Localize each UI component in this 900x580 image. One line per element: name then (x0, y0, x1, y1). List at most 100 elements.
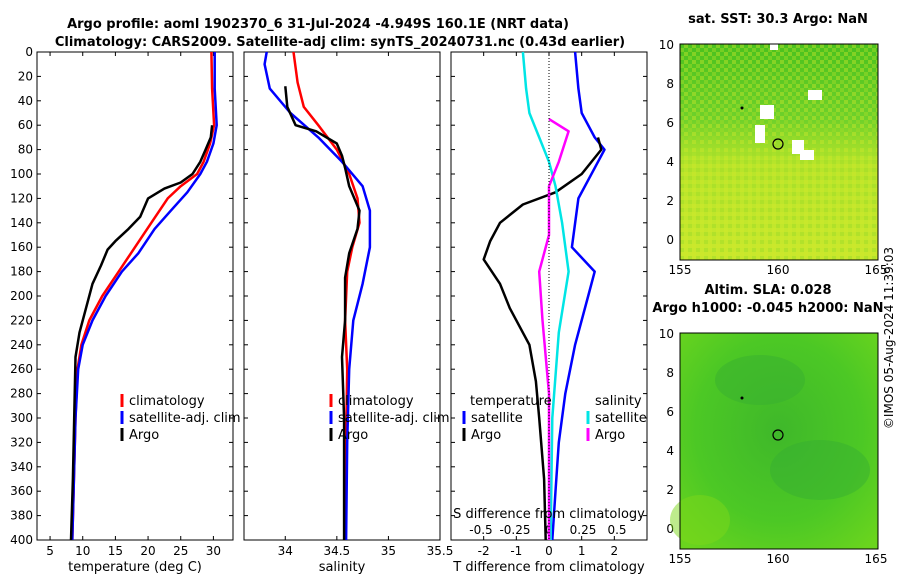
float-dot (740, 396, 744, 400)
series-line-argo (284, 86, 361, 540)
x-tick-label: 35.5 (427, 544, 454, 558)
x-tick-label: 35 (381, 544, 396, 558)
map-y-tick-label: 0 (666, 233, 674, 247)
x-tick-label: -2 (478, 544, 490, 558)
cloud-gap (800, 150, 814, 160)
map-y-tick-label: 2 (666, 194, 674, 208)
y-tick-label: 380 (10, 509, 33, 523)
s-diff-tick-label: 0.25 (570, 523, 597, 537)
x-tick-label: 10 (75, 544, 90, 558)
legend-title-temperature: temperature (470, 394, 552, 409)
salinity-legend: climatology satellite-adj. clim Argo (329, 394, 450, 443)
map-y-tick-label: 0 (666, 522, 674, 536)
x-tick-label: 2 (611, 544, 619, 558)
map-y-tick-label: 4 (666, 444, 674, 458)
map-y-tick-label: 10 (659, 38, 674, 52)
map-y-tick-label: 2 (666, 483, 674, 497)
legend-satellite: satellite-adj. clim (129, 411, 241, 426)
y-tick-label: 320 (10, 435, 33, 449)
y-tick-label: 220 (10, 313, 33, 327)
legend-t-satellite: satellite (471, 411, 523, 426)
map-y-tick-label: 8 (666, 366, 674, 380)
x-tick-label: 15 (108, 544, 123, 558)
figure-title-line2: Climatology: CARS2009. Satellite-adj cli… (55, 35, 625, 50)
map-y-tick-label: 4 (666, 155, 674, 169)
temperature-xlabel: temperature (deg C) (68, 560, 202, 575)
sla-map-title-line1: Altim. SLA: 0.028 (705, 283, 832, 298)
x-tick-label: 20 (140, 544, 155, 558)
x-tick-label: 1 (578, 544, 586, 558)
profile-lines (69, 51, 606, 541)
x-tick-label: 25 (173, 544, 188, 558)
legend-satellite: satellite-adj. clim (338, 411, 450, 426)
sst-texture (680, 44, 878, 260)
figure-title-line1: Argo profile: aoml 1902370_6 31-Jul-2024… (67, 17, 569, 32)
legend-argo: Argo (129, 428, 159, 443)
difference-legend: temperature salinity satellite Argo sate… (462, 394, 647, 443)
legend-s-argo: Argo (595, 428, 625, 443)
credit-text: ©IMOS 05-Aug-2024 11:39:03 (882, 247, 896, 429)
map-x-tick-label: 165 (865, 552, 888, 566)
cloud-gap (770, 44, 778, 50)
sla-low-blob (770, 440, 870, 500)
map-y-tick-label: 6 (666, 405, 674, 419)
y-tick-label: 40 (18, 94, 33, 108)
s-diff-tick-label: 0.5 (607, 523, 626, 537)
x-tick-label: 0 (545, 544, 553, 558)
sla-low-blob (715, 355, 805, 405)
y-tick-label: 160 (10, 240, 33, 254)
y-tick-label: 300 (10, 411, 33, 425)
salinity-xlabel: salinity (319, 560, 366, 575)
x-tick-label: 30 (206, 544, 221, 558)
map-x-tick-label: 165 (865, 263, 888, 277)
map-x-tick-label: 155 (669, 263, 692, 277)
map-y-tick-label: 8 (666, 77, 674, 91)
float-dot (740, 106, 744, 110)
legend-s-satellite: satellite (595, 411, 647, 426)
series-line-temperature-argo (482, 137, 603, 541)
t-diff-xlabel: T difference from climatology (452, 560, 645, 575)
sla-map (670, 332, 879, 550)
legend-climatology: climatology (338, 394, 414, 409)
profile-location-marker (772, 138, 784, 150)
series-line-satellite-adj.-clim (71, 52, 218, 541)
y-tick-label: 280 (10, 387, 33, 401)
y-tick-label: 20 (18, 69, 33, 83)
sla-high-blob (670, 495, 730, 545)
s-diff-label: S difference from climatology (453, 507, 645, 522)
s-diff-tick-label: -0.5 (469, 523, 492, 537)
y-tick-label: 140 (10, 216, 33, 230)
y-tick-label: 60 (18, 118, 33, 132)
y-tick-label: 0 (25, 45, 33, 59)
map-x-tick-label: 160 (767, 263, 790, 277)
legend-argo: Argo (338, 428, 368, 443)
y-tick-label: 180 (10, 265, 33, 279)
series-line-salinity-satellite (521, 51, 570, 541)
cloud-gap (808, 90, 822, 100)
map-y-tick-label: 10 (659, 327, 674, 341)
y-tick-label: 80 (18, 143, 33, 157)
y-tick-label: 360 (10, 484, 33, 498)
sla-map-frame (679, 332, 879, 550)
legend-t-argo: Argo (471, 428, 501, 443)
sla-map-title-line2: Argo h1000: -0.045 h2000: NaN (652, 301, 883, 316)
map-y-tick-label: 6 (666, 116, 674, 130)
legend-climatology: climatology (129, 394, 205, 409)
x-tick-label: 5 (46, 544, 54, 558)
temperature-legend: climatology satellite-adj. clim Argo (120, 394, 241, 443)
sst-map-title: sat. SST: 30.3 Argo: NaN (688, 12, 868, 27)
y-tick-label: 260 (10, 362, 33, 376)
cloud-gap (760, 105, 774, 119)
x-tick-label: -1 (510, 544, 522, 558)
series-line-temperature-satellite (551, 51, 606, 541)
cloud-gap (755, 125, 765, 143)
axis-ticks: 0204060801001201401601802002202402602803… (10, 38, 887, 566)
legend-title-salinity: salinity (595, 394, 642, 409)
salinity-panel (243, 51, 441, 541)
series-line-argo (69, 125, 214, 541)
map-x-tick-label: 155 (669, 552, 692, 566)
x-tick-label: 34 (278, 544, 293, 558)
temperature-panel (36, 51, 234, 541)
x-tick-label: 34.5 (323, 544, 350, 558)
